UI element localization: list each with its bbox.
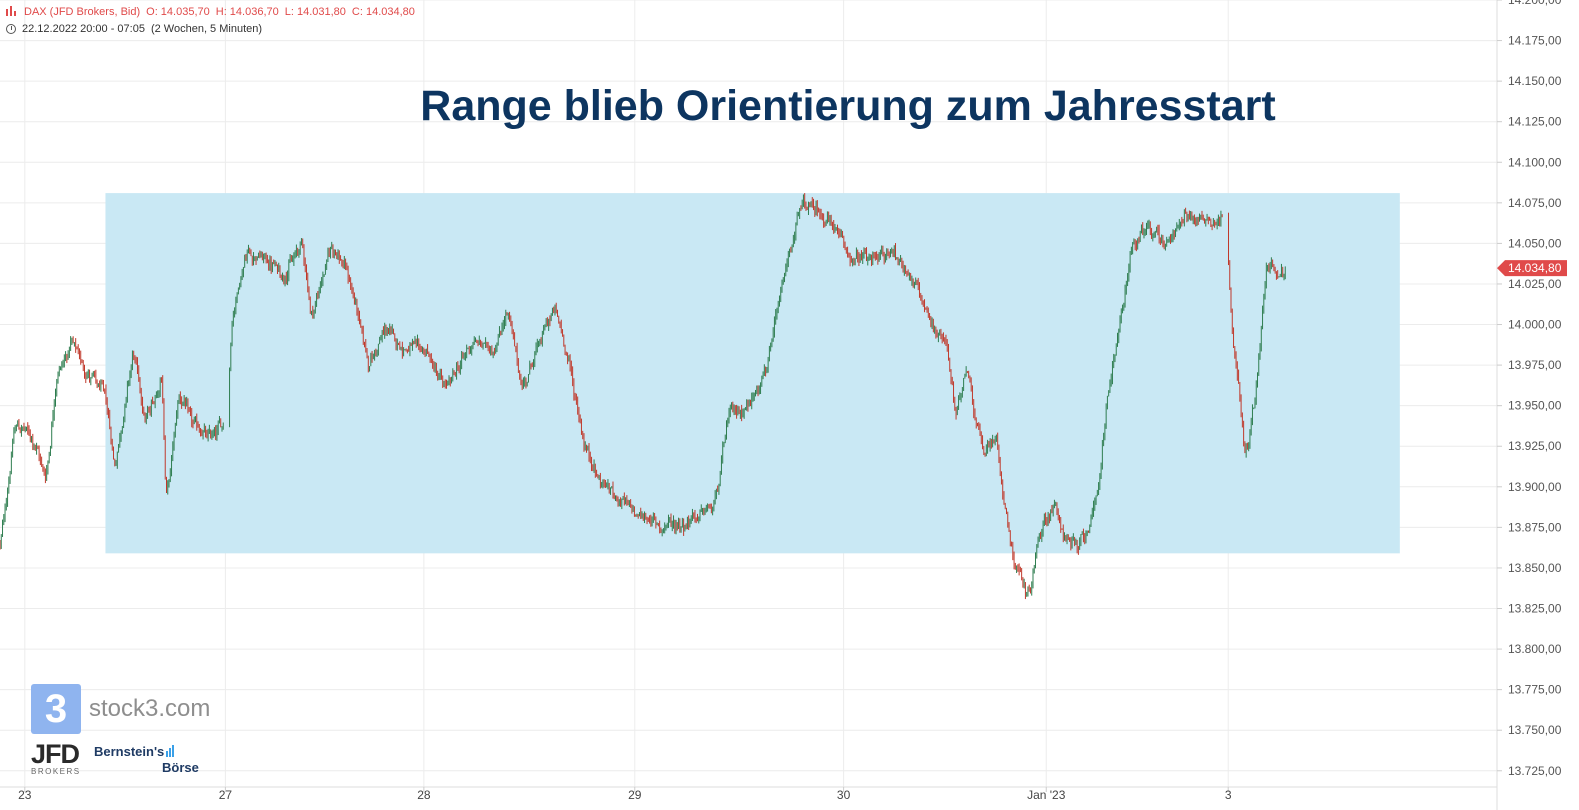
last-price-tag xyxy=(1497,260,1567,277)
stock3-logo-mark: 3 xyxy=(31,684,81,734)
y-tick-label: 14.025,00 xyxy=(1508,277,1562,291)
price-axis: 13.725,00 13.750,00 13.775,00 13.800,00 13.8… xyxy=(1497,0,1562,778)
x-tick-label: 30 xyxy=(837,788,851,802)
ohlc-open: O: 14.035,70 xyxy=(146,6,210,18)
y-tick-label: 14.175,00 xyxy=(1508,34,1562,48)
chart-title: Range blieb Orientierung zum Jahresstart xyxy=(420,82,1275,130)
last-price-marker[interactable]: 14.034,80 xyxy=(1497,260,1567,277)
y-tick-label: 14.125,00 xyxy=(1508,115,1562,129)
instrument-header: DAX (JFD Brokers, Bid) O: 14.035,70 H: 14.… xyxy=(6,6,421,18)
instrument-name[interactable]: DAX (JFD Brokers, Bid) xyxy=(24,6,141,18)
stock3-logo: 3 stock3.com xyxy=(31,684,210,734)
y-tick-label: 13.775,00 xyxy=(1508,683,1562,697)
jfd-brokers-logo: JFD BROKERS xyxy=(31,739,81,777)
y-tick-label: 14.075,00 xyxy=(1508,196,1562,210)
interval-label[interactable]: (2 Wochen, 5 Minuten) xyxy=(150,23,263,35)
time-axis: 23 27 28 29 30 Jan '23 3 xyxy=(18,787,1232,802)
x-tick-label: 28 xyxy=(417,788,431,802)
y-tick-label: 14.100,00 xyxy=(1508,155,1562,169)
candlestick-icon xyxy=(6,6,18,16)
y-tick-label: 13.725,00 xyxy=(1508,764,1562,778)
y-tick-label: 13.825,00 xyxy=(1508,602,1562,616)
x-tick-label: 3 xyxy=(1225,788,1232,802)
ohlc-close: C: 14.034,80 xyxy=(351,6,415,18)
y-tick-label: 13.900,00 xyxy=(1508,480,1562,494)
date-range[interactable]: 22.12.2022 20:00 - 07:05 xyxy=(22,23,145,35)
y-tick-label: 13.750,00 xyxy=(1508,723,1562,737)
y-tick-label: 13.975,00 xyxy=(1508,358,1562,372)
y-tick-label: 13.850,00 xyxy=(1508,561,1562,575)
y-tick-label: 13.875,00 xyxy=(1508,520,1562,534)
clock-icon xyxy=(6,24,16,34)
y-tick-label: 14.050,00 xyxy=(1508,236,1562,250)
x-tick-label: 29 xyxy=(628,788,642,802)
y-tick-label: 14.000,00 xyxy=(1508,318,1562,332)
x-tick-label: Jan '23 xyxy=(1027,788,1066,802)
y-tick-label: 14.150,00 xyxy=(1508,74,1562,88)
y-tick-label: 14.200,00 xyxy=(1508,0,1562,7)
y-tick-label: 13.925,00 xyxy=(1508,439,1562,453)
ohlc-low: L: 14.031,80 xyxy=(284,6,346,18)
y-tick-label: 13.950,00 xyxy=(1508,399,1562,413)
candlestick-series xyxy=(0,193,1286,600)
time-range-header: 22.12.2022 20:00 - 07:05 (2 Wochen, 5 Min… xyxy=(6,23,268,35)
y-tick-label: 13.800,00 xyxy=(1508,642,1562,656)
x-tick-label: 23 xyxy=(18,788,32,802)
range-box xyxy=(105,193,1400,554)
x-tick-label: 27 xyxy=(219,788,233,802)
ohlc-high: H: 14.036,70 xyxy=(215,6,279,18)
stock3-logo-text: stock3.com xyxy=(89,695,211,722)
last-price-label: 14.034,80 xyxy=(1508,261,1562,275)
bernsteins-boerse-logo: Bernstein's Börse xyxy=(94,744,199,775)
